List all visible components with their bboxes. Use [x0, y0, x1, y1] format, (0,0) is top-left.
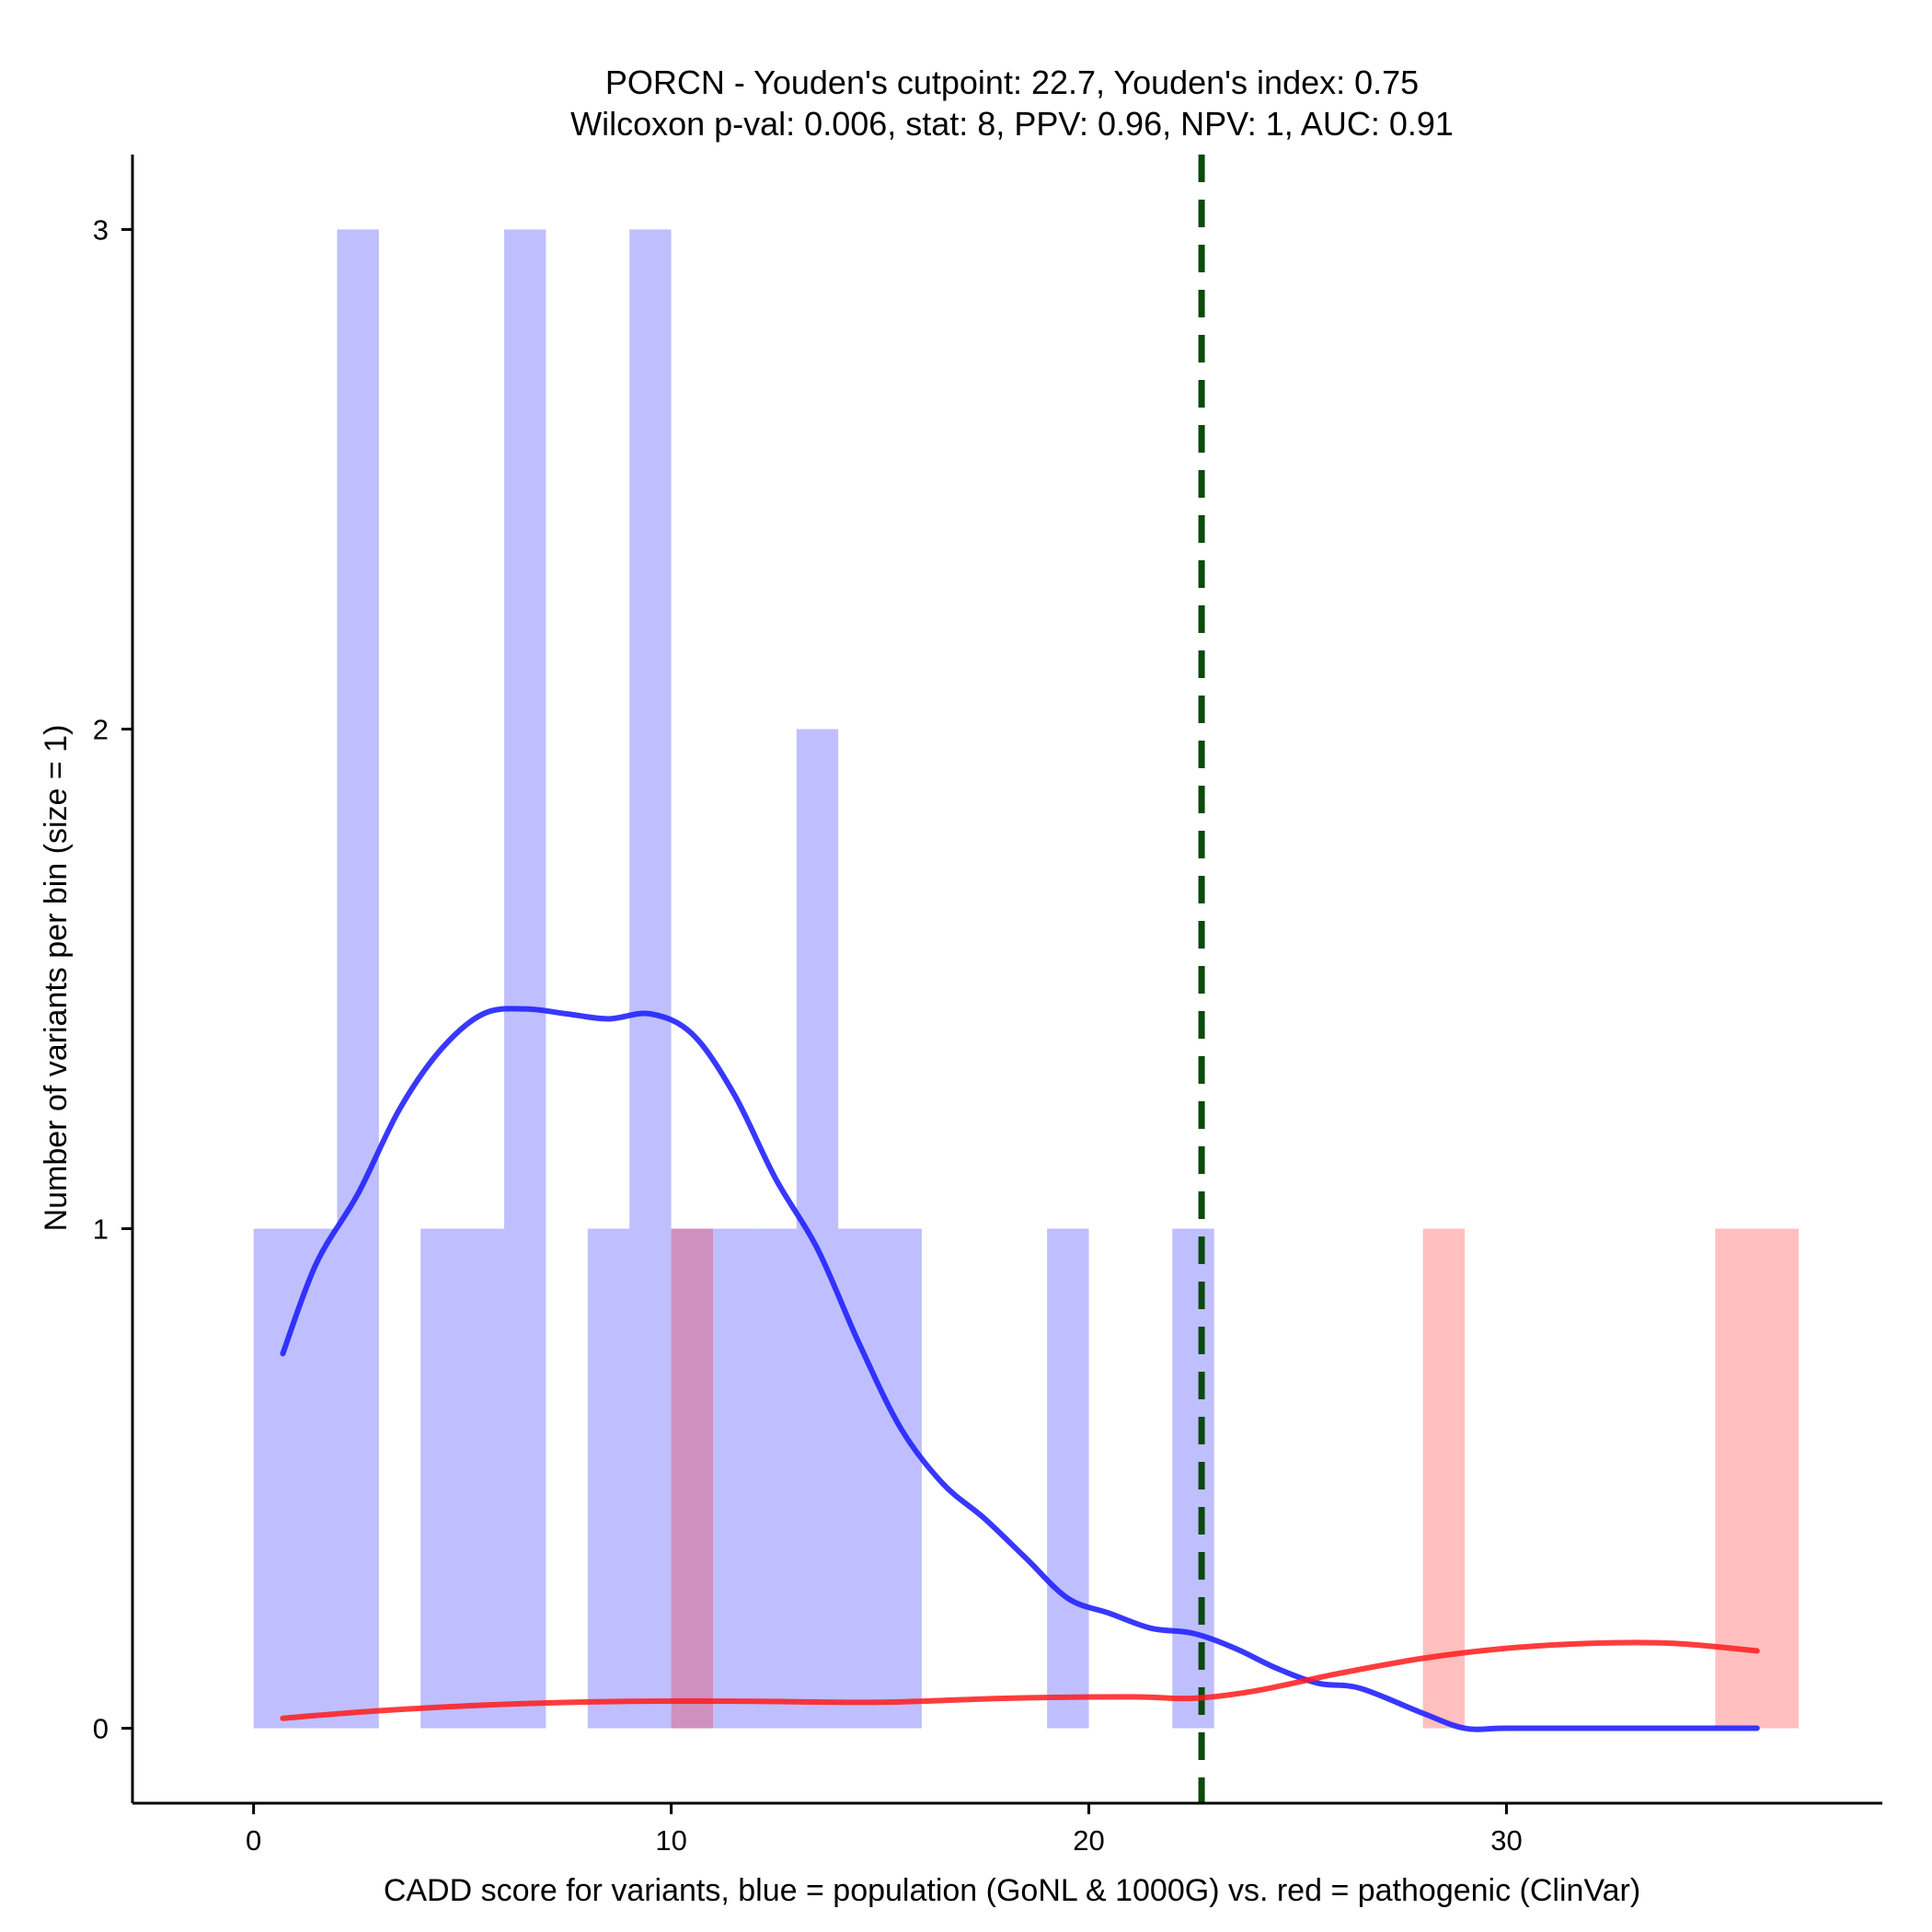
- x-axis-ticks: 0 10 20 30: [246, 1803, 1523, 1857]
- population-bar: [504, 229, 546, 1729]
- pathogenic-bar: [671, 1228, 713, 1729]
- y-axis-label: Number of variants per bin (size = 1): [39, 725, 74, 1232]
- chart-title-line-2: Wilcoxon p-val: 0.006, stat: 8, PPV: 0.9…: [570, 105, 1454, 143]
- pathogenic-bar: [1715, 1228, 1757, 1729]
- population-bar: [295, 1228, 338, 1729]
- pathogenic-bar: [1422, 1228, 1466, 1729]
- population-bar: [629, 229, 672, 1729]
- population-bar: [462, 1228, 505, 1729]
- population-bar: [671, 1228, 713, 1729]
- population-density-line: [280, 1006, 1760, 1732]
- population-bar: [587, 1228, 630, 1729]
- pathogenic-bars: [671, 1228, 1800, 1729]
- chart-title-line-1: PORCN - Youden's cutpoint: 22.7, Youden'…: [605, 63, 1419, 101]
- y-tick-label: 0: [93, 1713, 109, 1745]
- population-bar: [880, 1228, 922, 1729]
- x-tick-label: 20: [1073, 1824, 1104, 1857]
- y-axis-ticks: 0 1 2 3: [93, 213, 132, 1745]
- population-bar: [420, 1228, 463, 1729]
- x-tick-label: 10: [655, 1824, 686, 1857]
- x-tick-label: 0: [246, 1824, 261, 1857]
- pathogenic-bar: [1756, 1228, 1800, 1729]
- y-tick-label: 3: [93, 213, 109, 246]
- population-bar: [1172, 1228, 1214, 1729]
- population-bar: [754, 1228, 797, 1729]
- population-bar: [253, 1228, 296, 1729]
- y-tick-label: 1: [93, 1213, 109, 1246]
- x-axis-label: CADD score for variants, blue = populati…: [384, 1873, 1640, 1908]
- x-tick-label: 30: [1490, 1824, 1522, 1857]
- population-bars: [253, 229, 1214, 1729]
- population-bar: [337, 229, 379, 1729]
- pathogenic-density-line: [280, 1639, 1760, 1721]
- population-bar: [712, 1228, 755, 1729]
- population-bar: [796, 729, 839, 1729]
- population-bar: [1047, 1228, 1089, 1729]
- y-tick-label: 2: [93, 713, 109, 745]
